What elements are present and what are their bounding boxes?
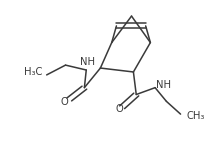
Text: O: O (115, 104, 123, 114)
Text: NH: NH (156, 80, 171, 90)
Text: O: O (61, 97, 68, 107)
Text: CH₃: CH₃ (186, 111, 205, 121)
Text: H₃C: H₃C (24, 67, 42, 77)
Text: NH: NH (80, 57, 95, 67)
